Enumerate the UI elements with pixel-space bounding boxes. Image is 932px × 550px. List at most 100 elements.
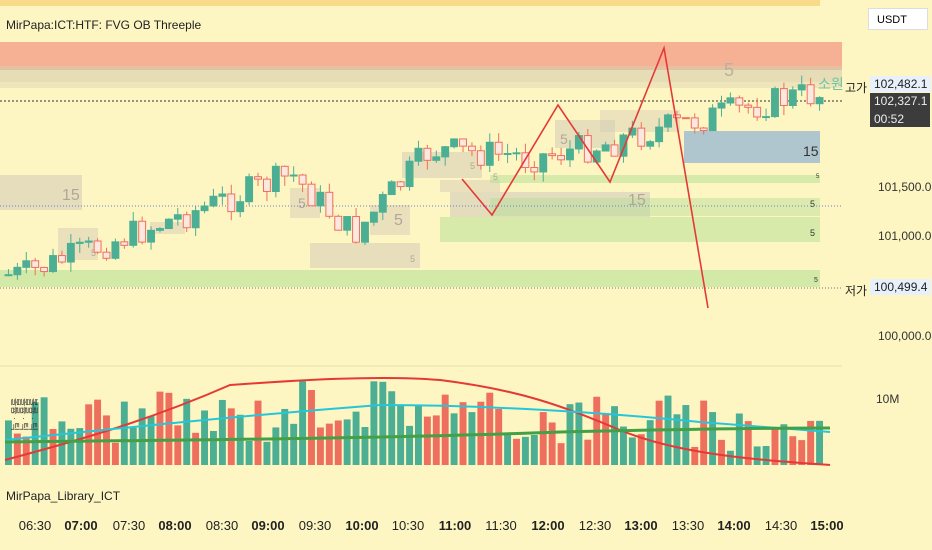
candle-body xyxy=(31,260,40,268)
candle-body xyxy=(548,153,557,157)
volume-bar xyxy=(120,401,128,465)
candle xyxy=(771,86,779,118)
candle-body xyxy=(441,146,450,158)
currency-badge[interactable]: USDT xyxy=(868,8,928,30)
candle xyxy=(361,221,369,246)
candle xyxy=(254,172,262,187)
ma-green xyxy=(4,426,831,444)
volume-bar xyxy=(789,436,797,465)
candle xyxy=(129,211,138,248)
box-label-3: 15 xyxy=(803,143,819,159)
candle-body xyxy=(717,102,726,109)
indicator-title: MirPapa:ICT:HTF: FVG OB Threeple xyxy=(6,18,202,32)
kr-overlay: 소원 xyxy=(818,76,844,92)
x-tick-label: 13:00 xyxy=(624,518,657,533)
volume-bar xyxy=(379,381,387,465)
candle xyxy=(414,140,423,166)
volume-bar xyxy=(183,398,191,465)
volume-bar xyxy=(218,399,226,465)
candle-body xyxy=(405,160,414,188)
volume-bar xyxy=(58,421,66,465)
candle xyxy=(182,211,191,233)
volume-bar xyxy=(798,440,806,465)
volume-bar xyxy=(637,434,645,465)
candle xyxy=(753,97,762,121)
volume-bar xyxy=(397,404,405,465)
box-label-6: 5 xyxy=(560,131,568,147)
candle-body xyxy=(262,178,271,193)
volume-bar xyxy=(655,400,663,465)
x-tick-label: 10:30 xyxy=(392,518,425,533)
candle xyxy=(646,139,655,150)
volume-bar xyxy=(646,420,654,465)
candle-body xyxy=(655,126,664,143)
candle-body xyxy=(298,174,307,185)
volume-bar xyxy=(272,427,280,465)
candle-body xyxy=(512,152,521,155)
candle xyxy=(557,147,566,165)
volume-bar xyxy=(504,433,512,465)
volume-bar xyxy=(263,441,271,465)
volume-bar xyxy=(31,402,39,465)
volume-bar xyxy=(299,381,307,465)
supply-zone-top xyxy=(0,42,842,70)
high-label: 고가 xyxy=(845,81,868,95)
candle xyxy=(681,117,690,120)
x-tick-label: 15:00 xyxy=(810,518,843,533)
candle-body xyxy=(637,127,646,147)
candle-body xyxy=(49,255,57,273)
candle-body xyxy=(574,135,583,150)
candle xyxy=(191,206,200,237)
candle-body xyxy=(156,228,164,231)
volume-bar xyxy=(762,445,770,465)
volume-bar xyxy=(539,412,547,465)
candle xyxy=(601,141,610,152)
candle-body xyxy=(797,84,806,91)
candle-body xyxy=(387,181,396,196)
candle-body xyxy=(111,241,120,259)
y-tick-label: 101,500.0 xyxy=(878,180,932,194)
volume-bar xyxy=(245,440,253,465)
volume-bar xyxy=(138,408,146,465)
candle xyxy=(441,145,450,166)
low-label: 저가 xyxy=(845,284,868,298)
volume-bar xyxy=(316,427,324,465)
candle-body xyxy=(619,134,628,157)
last-price-value: 102,327.1 xyxy=(874,94,928,108)
candle-body xyxy=(280,165,289,177)
x-tick-label: 14:00 xyxy=(717,518,750,533)
candle xyxy=(111,238,120,260)
candle-body xyxy=(307,183,316,207)
volume-bar xyxy=(343,419,351,465)
candle xyxy=(450,138,459,149)
candle-body xyxy=(539,153,548,173)
fvg-zone-c xyxy=(490,198,820,216)
candle-body xyxy=(236,201,245,213)
volume-bars xyxy=(5,381,823,465)
candle xyxy=(316,185,325,213)
low-price-tag: 100,499.4 xyxy=(870,279,932,295)
candle xyxy=(209,188,218,208)
candle-body xyxy=(40,266,49,273)
candle xyxy=(459,138,467,153)
volume-bar xyxy=(361,426,369,465)
candle-body xyxy=(325,191,334,217)
candle xyxy=(66,234,75,272)
top-strip xyxy=(0,0,820,6)
candle-body xyxy=(762,116,771,119)
candles xyxy=(4,75,824,280)
x-tick-label: 11:00 xyxy=(439,518,472,533)
candle xyxy=(262,176,271,202)
volume-bar xyxy=(334,420,342,465)
candle-body xyxy=(726,97,735,104)
volume-bar xyxy=(370,381,378,465)
candle xyxy=(432,150,441,164)
box-label-13: 5 xyxy=(814,277,818,284)
candle-body xyxy=(592,150,601,163)
candle-body xyxy=(396,181,405,188)
lower-pane-title: MirPapa_Library_ICT xyxy=(6,489,121,503)
candle xyxy=(13,262,22,280)
volume-bar xyxy=(129,427,137,465)
high-price-value: 102,482.1 xyxy=(874,77,928,91)
